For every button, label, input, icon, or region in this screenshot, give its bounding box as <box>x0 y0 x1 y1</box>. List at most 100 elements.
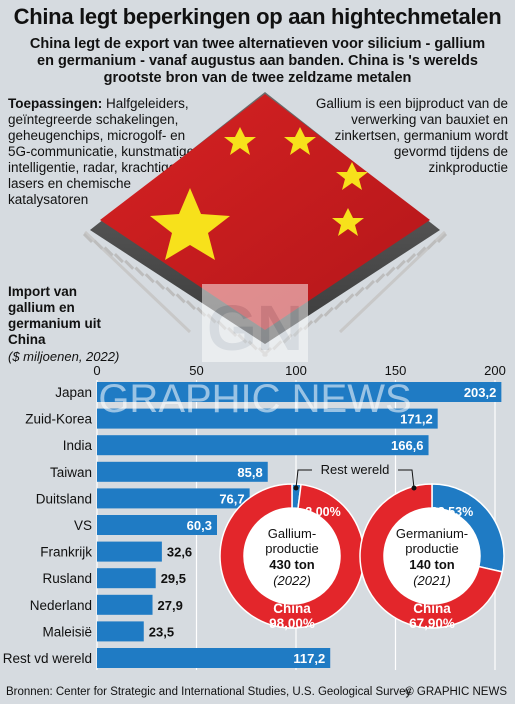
donut-center-label: Germanium- <box>396 526 468 541</box>
donut-china-value: 67,90% <box>409 616 455 631</box>
donut-slice-china <box>359 483 504 629</box>
rest-world-label: Rest wereld <box>321 462 390 477</box>
category-label: Nederland <box>30 598 92 613</box>
donut-center-amount: 140 ton <box>409 557 455 572</box>
watermark-text: GRAPHIC NEWS <box>98 377 411 421</box>
x-tick-label: 0 <box>93 363 100 378</box>
category-label: Rest vd wereld <box>3 651 92 666</box>
bar-value-label: 60,3 <box>187 518 212 533</box>
import-unit: ($ miljoenen, 2022) <box>8 349 120 364</box>
chip-pin <box>426 239 437 250</box>
chip-flag-top <box>100 94 430 330</box>
chip-pin <box>185 299 197 311</box>
bar-value-label: 85,8 <box>237 465 262 480</box>
bar <box>97 621 144 642</box>
chip-pin <box>103 246 114 257</box>
page-subtitle: China legt de export van twee alternatie… <box>29 36 486 86</box>
applications-heading: Toepassingen: <box>8 96 103 111</box>
bar-value-label: 171,2 <box>400 412 433 427</box>
donut-china-label: China <box>413 601 451 616</box>
watermark-logo-box <box>202 284 308 362</box>
small-star-icon <box>284 127 316 155</box>
copyright: © GRAPHIC NEWS <box>405 686 507 698</box>
x-tick-label: 100 <box>285 363 307 378</box>
bar <box>97 408 438 429</box>
chip-pin <box>82 232 94 244</box>
bar-value-label: 32,6 <box>167 545 192 560</box>
bar <box>97 461 268 482</box>
import-bar-chart: 0 50 100 150 200 Japan 203,2 Zuid-Korea 171,2 In… <box>3 363 506 670</box>
donut-rest-value: 28,53% <box>431 505 473 519</box>
bar <box>97 648 331 668</box>
donut-center-label: Gallium- <box>268 526 316 541</box>
donut-rest-value: 2,00% <box>305 505 340 519</box>
chart-tick-labels: 0 50 100 150 200 <box>93 363 505 378</box>
callout-line <box>295 469 312 489</box>
donut-hole <box>244 508 340 604</box>
category-label: Rusland <box>42 571 92 586</box>
applications-text-block: Toepassingen: Halfgeleiders, geïntegreer… <box>8 96 208 208</box>
gallium-note: Gallium is een bijproduct van de verwerk… <box>315 96 508 175</box>
category-label: Duitsland <box>36 491 92 506</box>
x-tick-label: 150 <box>385 363 407 378</box>
flag-stars <box>150 127 368 260</box>
bar-value-label: 203,2 <box>464 385 497 400</box>
bar <box>97 594 153 615</box>
chip-pins <box>83 230 447 334</box>
chip-pin <box>93 239 104 250</box>
watermark-logo: GN <box>196 280 314 366</box>
small-star-icon <box>224 127 256 155</box>
bar <box>97 541 162 562</box>
chart-bars: Japan 203,2 Zuid-Korea 171,2 India 166,6 Taiwa… <box>3 382 502 668</box>
donut-center-year: (2022) <box>273 573 311 588</box>
x-tick-label: 50 <box>189 363 203 378</box>
chip-pin <box>154 279 166 291</box>
bar-value-label: 27,9 <box>158 598 183 613</box>
chip-pin <box>395 259 406 270</box>
bar <box>97 515 217 535</box>
donut-center-label: productie <box>265 541 318 556</box>
category-label: Frankrijk <box>40 545 92 560</box>
chip-pin <box>313 313 324 324</box>
donut-hole <box>384 508 480 604</box>
chip-pin <box>344 293 355 304</box>
category-label: Zuid-Korea <box>25 412 92 427</box>
bar-value-label: 166,6 <box>391 438 424 453</box>
chip-pin <box>416 246 427 257</box>
category-label: Maleisië <box>42 624 92 639</box>
category-label: Japan <box>55 385 92 400</box>
callout-dot <box>293 485 299 491</box>
x-tick-label: 200 <box>484 363 506 378</box>
chip-illustration <box>82 92 448 357</box>
callout-dot <box>411 485 417 491</box>
category-label: VS <box>74 518 92 533</box>
watermark-logo-text: GN <box>207 292 303 364</box>
chip-pin <box>134 266 145 277</box>
small-star-icon <box>332 208 364 236</box>
chip-pin <box>175 293 186 304</box>
chip-pin <box>165 286 176 297</box>
bar <box>97 488 250 509</box>
page-title: China legt beperkingen op aan hightechme… <box>13 4 502 29</box>
category-label: Taiwan <box>50 465 92 480</box>
small-star-icon <box>336 162 368 190</box>
donut-center-label: productie <box>405 541 458 556</box>
chip-pin <box>144 273 155 284</box>
chip-pin <box>406 253 417 264</box>
chip-pin <box>364 279 376 291</box>
bar-value-label: 29,5 <box>161 571 186 586</box>
bar-value-label: 76,7 <box>219 491 244 506</box>
chip-pin <box>323 306 334 317</box>
chip-pin <box>113 253 124 264</box>
import-label: Import van gallium en germanium uit Chin… <box>8 284 102 347</box>
chip-pin <box>354 286 365 297</box>
category-label: India <box>63 438 93 453</box>
donut-center-amount: 430 ton <box>269 557 315 572</box>
callout-line <box>398 469 415 489</box>
big-star-icon <box>150 188 230 260</box>
rest-world-callout: Rest wereld <box>293 462 417 491</box>
donut-china-label: China <box>273 601 311 616</box>
donut-center-year: (2021) <box>413 573 451 588</box>
bar-value-label: 23,5 <box>149 624 174 639</box>
